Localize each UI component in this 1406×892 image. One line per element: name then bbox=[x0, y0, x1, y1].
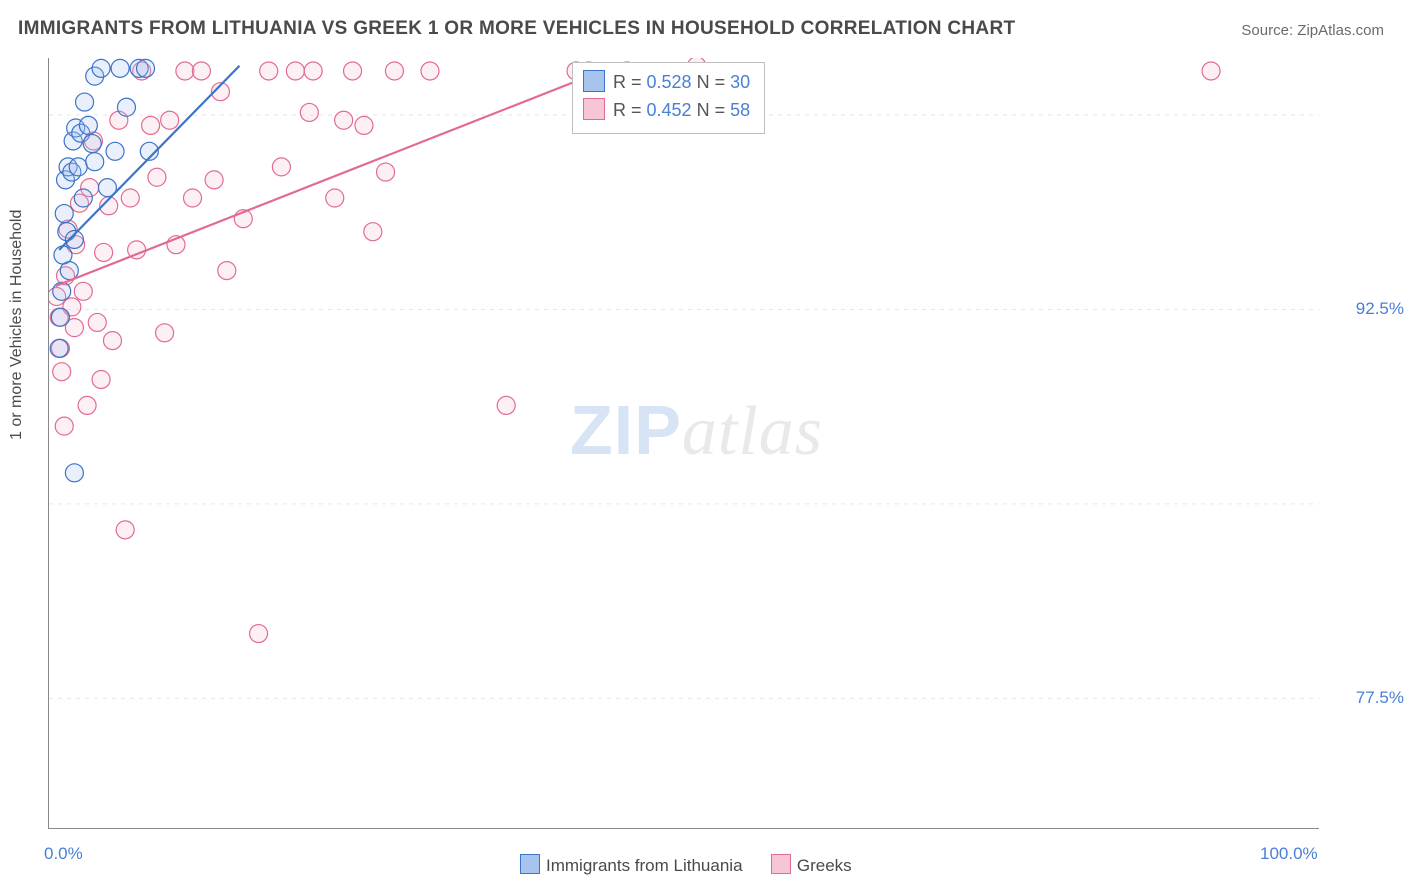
footer-swatch-greeks bbox=[771, 854, 791, 874]
correlation-legend: R = 0.528 N = 30 R = 0.452 N = 58 bbox=[572, 62, 765, 134]
x-tick-label: 100.0% bbox=[1260, 844, 1318, 864]
footer-swatch-lithuania bbox=[520, 854, 540, 874]
swatch-lithuania bbox=[583, 70, 605, 92]
y-tick-label: 77.5% bbox=[1324, 688, 1404, 708]
y-tick-label: 92.5% bbox=[1324, 299, 1404, 319]
source-prefix: Source: bbox=[1241, 22, 1297, 39]
source-credit: Source: ZipAtlas.com bbox=[1241, 22, 1384, 39]
footer-label-greeks: Greeks bbox=[797, 856, 852, 875]
swatch-greeks bbox=[583, 98, 605, 120]
footer-label-lithuania: Immigrants from Lithuania bbox=[546, 856, 743, 875]
y-axis-label: 1 or more Vehicles in Household bbox=[8, 210, 26, 440]
chart-title: IMMIGRANTS FROM LITHUANIA VS GREEK 1 OR … bbox=[18, 18, 1015, 40]
scatter-plot bbox=[48, 58, 1319, 829]
legend-row-lithuania: R = 0.528 N = 30 bbox=[583, 69, 750, 97]
legend-row-greeks: R = 0.452 N = 58 bbox=[583, 97, 750, 125]
x-tick-label: 0.0% bbox=[44, 844, 83, 864]
footer-legend: Immigrants from Lithuania Greeks bbox=[520, 854, 852, 876]
chart-container: IMMIGRANTS FROM LITHUANIA VS GREEK 1 OR … bbox=[0, 0, 1406, 892]
source-name: ZipAtlas.com bbox=[1297, 22, 1384, 39]
